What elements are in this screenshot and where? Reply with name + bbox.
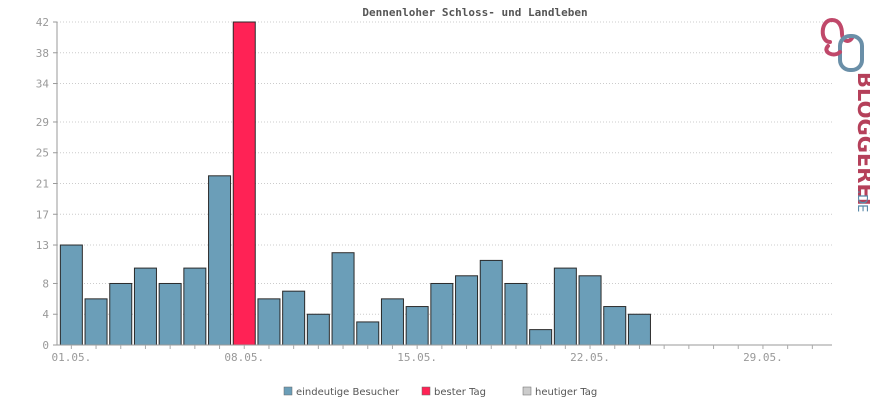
- legend: eindeutige Besucher bester Tag heutiger Ta…: [283, 386, 597, 398]
- bar: [257, 298, 281, 346]
- bar: [455, 275, 479, 346]
- legend-swatch: [522, 386, 532, 396]
- legend-swatch: [421, 386, 431, 396]
- y-tick-label: 17: [36, 208, 49, 221]
- bar: [109, 282, 133, 346]
- y-tick-label: 0: [42, 339, 49, 352]
- bar: [59, 244, 83, 346]
- y-tick-label: 29: [36, 116, 49, 129]
- bloggerei-logo-wordmark: BLOGGEREI .DE: [853, 72, 870, 212]
- x-tick-label: 29.05.: [743, 351, 783, 364]
- y-tick-label: 38: [36, 47, 49, 60]
- axes: 0 4 8 13 17 21 25 29 34 38 42 01.05. 08.05. 15.05. 22.…: [36, 16, 832, 364]
- bloggerei-logo: BLOGGEREI .DE: [820, 17, 870, 212]
- x-tick-label: 22.05.: [570, 351, 610, 364]
- y-tick-label: 42: [36, 16, 49, 29]
- y-tick-label: 34: [36, 78, 50, 91]
- bar: [430, 282, 454, 346]
- bar: [306, 313, 330, 346]
- bar: [356, 321, 380, 346]
- bloggerei-logo-icon: [820, 17, 864, 72]
- bar: [504, 282, 528, 346]
- bar: [627, 313, 651, 346]
- x-tick-label: 08.05.: [224, 351, 264, 364]
- bar: [405, 306, 429, 346]
- gridlines: [57, 21, 832, 315]
- y-tick-label: 21: [36, 178, 49, 191]
- bar: [183, 267, 207, 346]
- bar: [282, 290, 306, 346]
- x-tick-label: 01.05.: [51, 351, 91, 364]
- y-tick-label: 4: [42, 308, 49, 321]
- y-tick-label: 25: [36, 147, 49, 160]
- legend-label: heutiger Tag: [535, 387, 597, 398]
- bar: [603, 306, 627, 346]
- y-tick-label: 13: [36, 239, 49, 252]
- legend-swatch: [283, 386, 293, 396]
- bars: [59, 21, 651, 346]
- bar: [331, 252, 355, 346]
- bar: [578, 275, 602, 346]
- bar: [553, 267, 577, 346]
- bar-best-day: [232, 21, 256, 346]
- x-tick-label: 15.05.: [397, 351, 437, 364]
- svg-text:BLOGGEREI: BLOGGEREI: [853, 72, 870, 206]
- bar: [380, 298, 404, 346]
- legend-label: eindeutige Besucher: [296, 387, 400, 398]
- bar: [158, 282, 182, 346]
- bar: [133, 267, 157, 346]
- svg-text:.DE: .DE: [854, 190, 869, 212]
- y-tick-label: 8: [42, 277, 49, 290]
- bar: [208, 175, 232, 346]
- bar: [479, 259, 503, 346]
- legend-label: bester Tag: [434, 387, 486, 398]
- chart-title: Dennenloher Schloss- und Landleben: [362, 6, 587, 19]
- bar: [84, 298, 108, 346]
- bar: [529, 329, 553, 346]
